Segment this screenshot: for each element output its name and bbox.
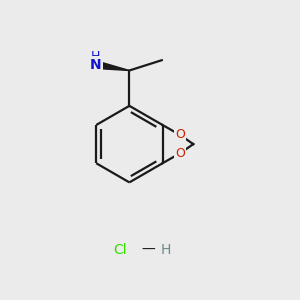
Polygon shape — [95, 61, 129, 70]
Text: H: H — [91, 50, 100, 63]
Text: O: O — [175, 128, 185, 142]
Text: N: N — [90, 58, 101, 72]
Text: —: — — [142, 243, 155, 257]
Text: Cl: Cl — [114, 243, 128, 257]
Text: O: O — [175, 147, 185, 160]
Text: H: H — [161, 243, 171, 257]
